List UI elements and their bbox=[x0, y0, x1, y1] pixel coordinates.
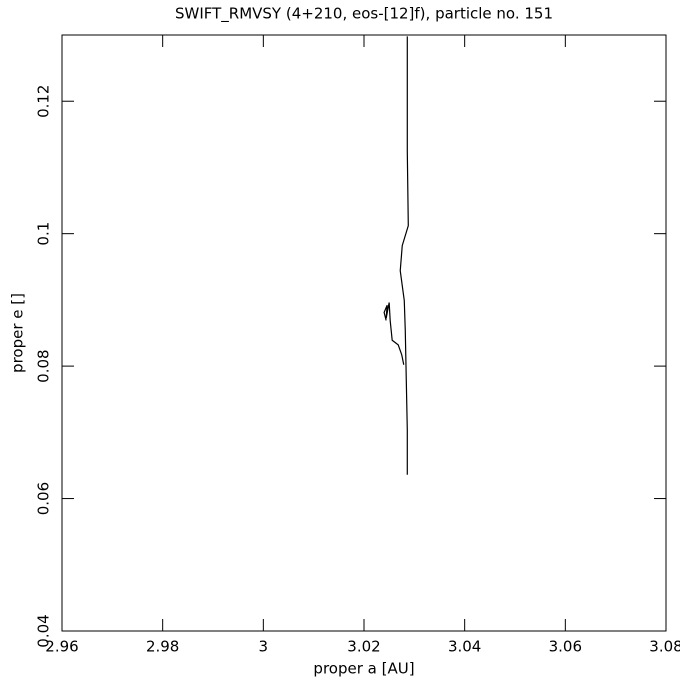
chart-title: SWIFT_RMVSY (4+210, eos-[12]f), particle… bbox=[175, 5, 553, 24]
y-tick-label: 0.06 bbox=[35, 482, 53, 515]
y-tick-label: 0.1 bbox=[35, 222, 53, 246]
trajectory bbox=[383, 36, 409, 475]
x-tick-label: 3 bbox=[259, 638, 269, 656]
x-tick-label: 3.04 bbox=[448, 638, 481, 656]
y-tick-label: 0.12 bbox=[35, 85, 53, 118]
plot-frame bbox=[61, 34, 667, 632]
y-axis-label: proper e [] bbox=[9, 293, 27, 373]
y-tick-label: 0.04 bbox=[35, 614, 53, 647]
x-tick-label: 2.96 bbox=[45, 638, 78, 656]
x-tick-label: 3.08 bbox=[649, 638, 680, 656]
x-tick-label: 2.98 bbox=[146, 638, 179, 656]
x-tick-label: 3.06 bbox=[549, 638, 582, 656]
x-axis-label: proper a [AU] bbox=[313, 660, 414, 678]
y-tick-label: 0.08 bbox=[35, 349, 53, 382]
x-tick-label: 3.02 bbox=[347, 638, 380, 656]
